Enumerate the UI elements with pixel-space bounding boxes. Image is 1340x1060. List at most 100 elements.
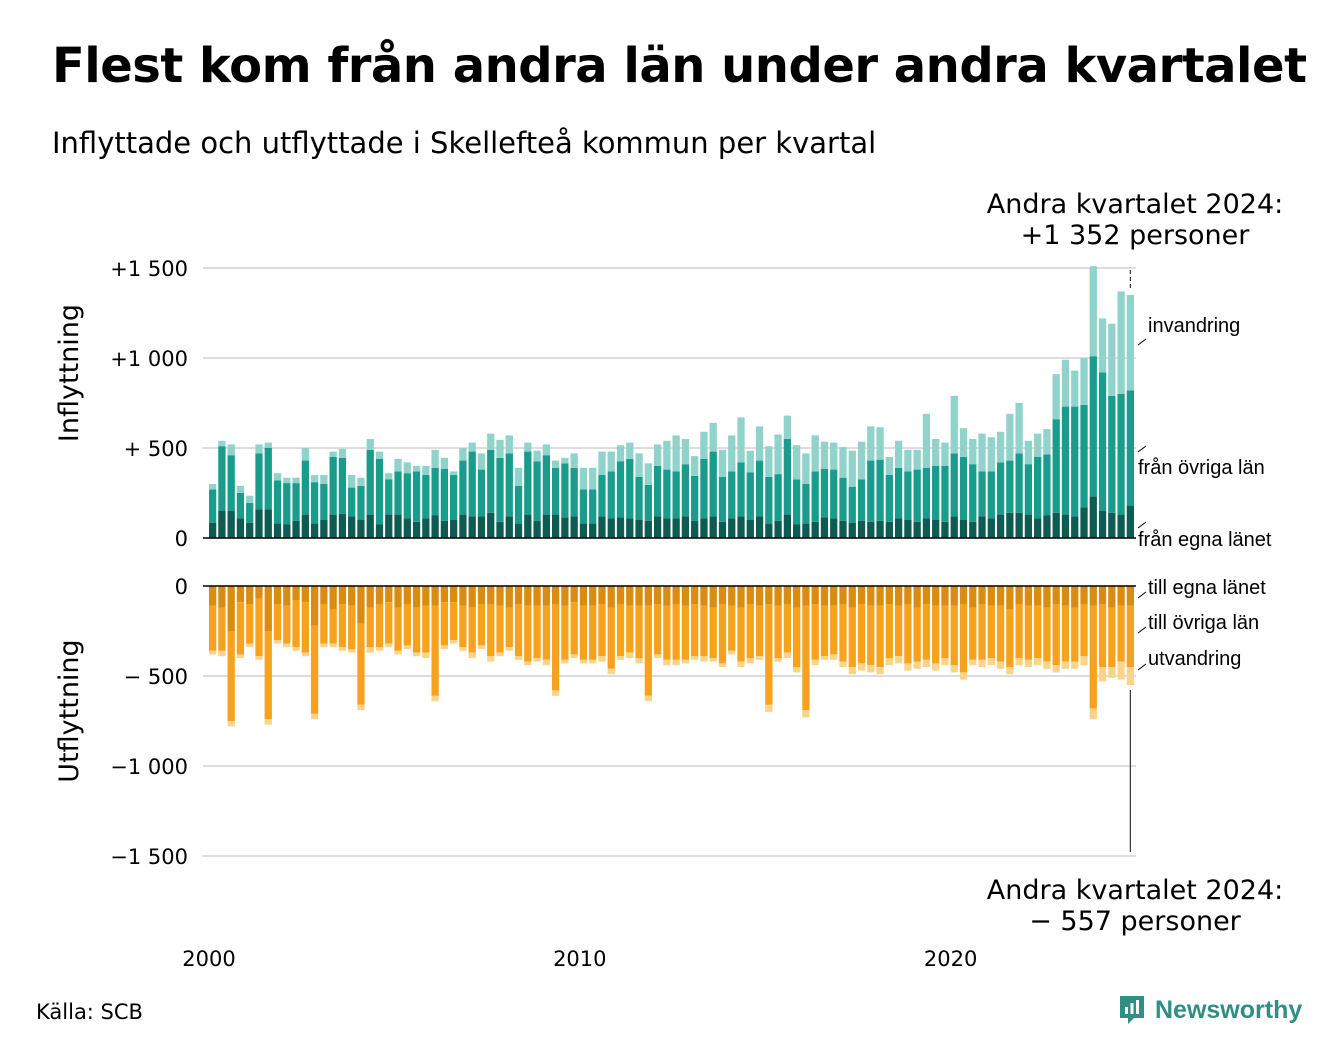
bar-inflow-2	[431, 449, 439, 468]
bar-inflow-0	[913, 521, 921, 538]
bar-inflow-2	[820, 441, 829, 469]
bar-outflow-0	[1108, 586, 1116, 608]
bar-inflow-1	[876, 459, 884, 521]
bar-inflow-2	[218, 440, 226, 447]
bar-outflow-0	[422, 586, 430, 606]
bar-inflow-1	[1024, 464, 1033, 515]
bar-outflow-2	[514, 656, 523, 660]
bar-inflow-0	[320, 520, 328, 538]
bar-outflow-1	[820, 605, 829, 657]
bar-inflow-2	[959, 428, 968, 457]
bar-inflow-1	[848, 486, 856, 523]
y-tick-label: −1 500	[110, 845, 188, 869]
bar-inflow-0	[783, 514, 792, 538]
bar-inflow-1	[320, 484, 328, 520]
bar-inflow-0	[607, 518, 615, 538]
bar-outflow-2	[969, 659, 977, 666]
bar-outflow-2	[830, 654, 838, 660]
bar-outflow-1	[857, 604, 866, 664]
bar-outflow-0	[375, 586, 384, 604]
bar-inflow-2	[227, 444, 235, 456]
bar-outflow-1	[941, 605, 949, 658]
bar-outflow-2	[1080, 656, 1088, 666]
bar-outflow-2	[1126, 667, 1134, 685]
bar-inflow-2	[496, 439, 504, 458]
bar-inflow-1	[283, 483, 291, 525]
bar-inflow-0	[839, 520, 847, 538]
bar-outflow-1	[273, 604, 282, 640]
bar-inflow-0	[1043, 515, 1051, 538]
bar-inflow-2	[301, 448, 309, 461]
bar-inflow-1	[839, 477, 847, 521]
bar-inflow-2	[922, 413, 931, 468]
bar-inflow-1	[607, 471, 615, 519]
bar-outflow-0	[885, 586, 893, 604]
bar-inflow-1	[264, 448, 272, 510]
bar-inflow-1	[830, 469, 838, 519]
bar-inflow-0	[700, 518, 708, 538]
bar-inflow-2	[487, 433, 495, 450]
bar-outflow-0	[802, 586, 810, 606]
bar-outflow-0	[867, 586, 875, 606]
bar-outflow-0	[1034, 586, 1042, 606]
brand[interactable]: Newsworthy	[1117, 994, 1302, 1026]
series-label-leader	[1137, 338, 1147, 346]
bar-outflow-2	[524, 661, 532, 666]
bar-outflow-0	[487, 586, 495, 604]
bar-outflow-1	[1080, 604, 1088, 657]
bar-outflow-1	[913, 607, 921, 662]
bar-inflow-2	[969, 439, 977, 465]
bar-outflow-0	[1052, 586, 1060, 604]
bar-outflow-0	[820, 586, 829, 606]
bar-inflow-2	[950, 395, 958, 454]
bar-inflow-2	[375, 451, 384, 459]
bar-outflow-1	[876, 605, 884, 667]
bar-inflow-2	[283, 477, 291, 484]
bar-inflow-0	[264, 509, 272, 538]
bar-outflow-0	[626, 586, 634, 606]
bar-inflow-0	[236, 518, 245, 538]
bar-outflow-0	[839, 586, 847, 604]
bar-inflow-0	[589, 523, 597, 538]
bar-inflow-0	[1024, 514, 1033, 538]
bar-outflow-0	[894, 586, 903, 606]
bar-inflow-0	[885, 521, 893, 538]
bar-outflow-0	[1117, 586, 1125, 606]
bar-outflow-2	[737, 661, 745, 667]
bar-outflow-0	[338, 586, 347, 604]
bar-inflow-1	[894, 467, 903, 519]
bar-outflow-1	[626, 605, 634, 653]
bar-inflow-2	[681, 439, 690, 465]
bar-outflow-2	[227, 721, 235, 727]
bar-inflow-0	[487, 512, 495, 538]
bar-inflow-0	[635, 520, 643, 538]
bar-outflow-2	[802, 710, 810, 718]
bar-outflow-0	[450, 586, 458, 603]
bar-outflow-1	[514, 604, 523, 657]
bar-inflow-0	[709, 516, 717, 538]
bar-inflow-2	[1117, 291, 1125, 394]
bar-outflow-0	[561, 586, 569, 606]
bar-outflow-1	[579, 605, 588, 660]
bar-inflow-2	[1015, 403, 1023, 454]
bar-inflow-1	[746, 472, 754, 520]
bar-outflow-0	[959, 586, 968, 604]
bar-outflow-0	[950, 586, 958, 606]
bar-outflow-0	[394, 586, 402, 608]
y-tick-label: 0	[175, 575, 188, 599]
bar-outflow-2	[1061, 661, 1070, 669]
bar-outflow-0	[301, 586, 309, 603]
bar-inflow-0	[579, 523, 588, 538]
bar-inflow-1	[1126, 390, 1134, 506]
bar-outflow-1	[551, 604, 560, 691]
bar-outflow-1	[348, 605, 356, 649]
y-axis-title-inflow: Inflyttning	[54, 304, 85, 442]
bar-inflow-2	[542, 444, 550, 456]
bar-inflow-1	[959, 457, 968, 520]
bar-inflow-2	[830, 442, 838, 470]
bar-outflow-0	[728, 586, 736, 606]
bar-outflow-2	[885, 658, 893, 666]
bar-outflow-1	[1006, 609, 1014, 667]
bar-outflow-2	[635, 658, 643, 664]
bar-outflow-2	[496, 652, 504, 657]
